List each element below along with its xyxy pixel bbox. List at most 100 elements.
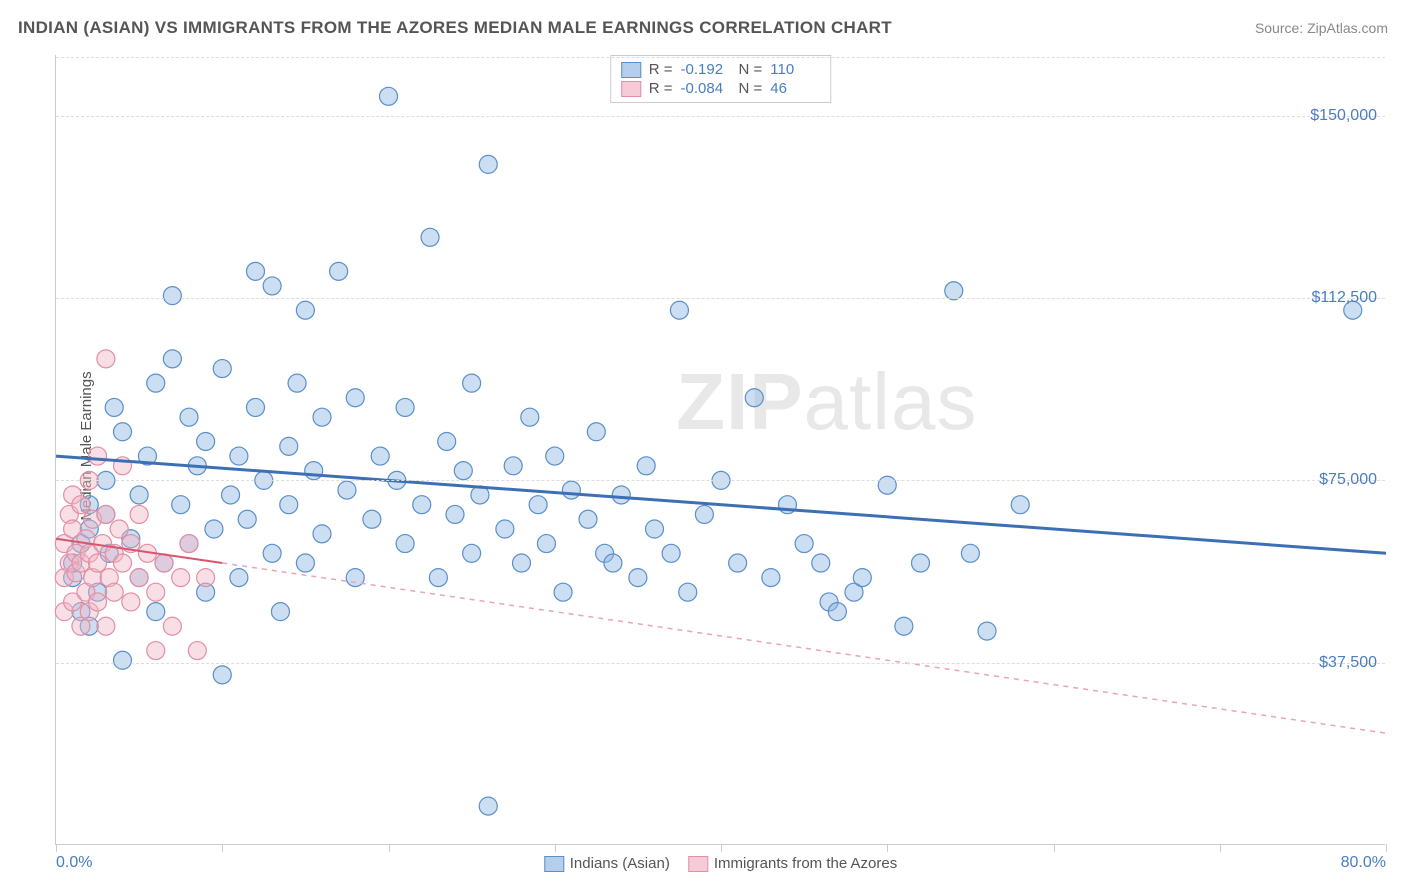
data-point <box>380 87 398 105</box>
data-point <box>878 476 896 494</box>
legend-swatch <box>621 62 641 78</box>
data-point <box>679 583 697 601</box>
x-tick <box>555 844 556 852</box>
data-point <box>912 554 930 572</box>
data-point <box>895 617 913 635</box>
stat-r-label: R = <box>649 80 673 97</box>
data-point <box>180 535 198 553</box>
legend-label: Indians (Asian) <box>570 855 670 872</box>
data-point <box>762 569 780 587</box>
data-point <box>110 520 128 538</box>
data-point <box>163 617 181 635</box>
data-point <box>230 569 248 587</box>
y-tick-label: $37,500 <box>1319 654 1377 672</box>
data-point <box>479 797 497 815</box>
bottom-legend: Indians (Asian) Immigrants from the Azore… <box>544 855 897 872</box>
data-point <box>222 486 240 504</box>
data-point <box>280 496 298 514</box>
data-point <box>745 389 763 407</box>
trend-line-extrapolated <box>222 563 1386 733</box>
data-point <box>1011 496 1029 514</box>
data-point <box>313 408 331 426</box>
data-point <box>396 398 414 416</box>
data-point <box>205 520 223 538</box>
data-point <box>163 287 181 305</box>
stats-box: R =-0.192N =110R =-0.084N =46 <box>610 55 832 103</box>
data-point <box>429 569 447 587</box>
data-point <box>961 544 979 562</box>
data-point <box>280 437 298 455</box>
data-point <box>263 544 281 562</box>
legend-label: Immigrants from the Azores <box>714 855 897 872</box>
data-point <box>338 481 356 499</box>
data-point <box>288 374 306 392</box>
data-point <box>130 505 148 523</box>
data-point <box>105 398 123 416</box>
data-point <box>629 569 647 587</box>
data-point <box>147 374 165 392</box>
legend-swatch <box>544 856 564 872</box>
data-point <box>330 262 348 280</box>
data-point <box>89 554 107 572</box>
y-tick-label: $75,000 <box>1319 471 1377 489</box>
x-tick <box>222 844 223 852</box>
x-tick <box>56 844 57 852</box>
data-point <box>130 486 148 504</box>
source-credit: Source: ZipAtlas.com <box>1255 20 1388 36</box>
gridline <box>56 57 1385 58</box>
data-point <box>371 447 389 465</box>
data-point <box>463 374 481 392</box>
data-point <box>454 462 472 480</box>
data-point <box>646 520 664 538</box>
chart-svg <box>56 55 1385 844</box>
data-point <box>230 447 248 465</box>
data-point <box>105 583 123 601</box>
data-point <box>587 423 605 441</box>
x-tick <box>1220 844 1221 852</box>
y-tick-label: $150,000 <box>1310 107 1377 125</box>
data-point <box>122 593 140 611</box>
data-point <box>396 535 414 553</box>
legend-swatch <box>688 856 708 872</box>
stats-row: R =-0.192N =110 <box>621 60 821 79</box>
data-point <box>413 496 431 514</box>
y-tick-label: $112,500 <box>1311 289 1377 307</box>
data-point <box>130 569 148 587</box>
data-point <box>247 262 265 280</box>
data-point <box>114 423 132 441</box>
stat-n-label: N = <box>739 61 763 78</box>
gridline <box>56 663 1385 664</box>
data-point <box>363 510 381 528</box>
data-point <box>546 447 564 465</box>
data-point <box>147 603 165 621</box>
data-point <box>562 481 580 499</box>
x-tick <box>389 844 390 852</box>
source-value: ZipAtlas.com <box>1307 20 1388 36</box>
data-point <box>579 510 597 528</box>
trend-line <box>56 456 1386 553</box>
gridline <box>56 480 1385 481</box>
data-point <box>695 505 713 523</box>
data-point <box>463 544 481 562</box>
data-point <box>213 360 231 378</box>
data-point <box>637 457 655 475</box>
chart-title: INDIAN (ASIAN) VS IMMIGRANTS FROM THE AZ… <box>18 18 892 38</box>
data-point <box>529 496 547 514</box>
data-point <box>147 583 165 601</box>
stat-n-value: 46 <box>770 80 820 97</box>
legend-item: Immigrants from the Azores <box>688 855 897 872</box>
data-point <box>296 554 314 572</box>
data-point <box>247 398 265 416</box>
x-tick <box>721 844 722 852</box>
data-point <box>313 525 331 543</box>
data-point <box>89 593 107 611</box>
data-point <box>213 666 231 684</box>
data-point <box>496 520 514 538</box>
data-point <box>662 544 680 562</box>
gridline <box>56 298 1385 299</box>
data-point <box>155 554 173 572</box>
data-point <box>421 228 439 246</box>
data-point <box>180 408 198 426</box>
plot-area: ZIPatlas R =-0.192N =110R =-0.084N =46 I… <box>55 55 1385 845</box>
data-point <box>172 569 190 587</box>
